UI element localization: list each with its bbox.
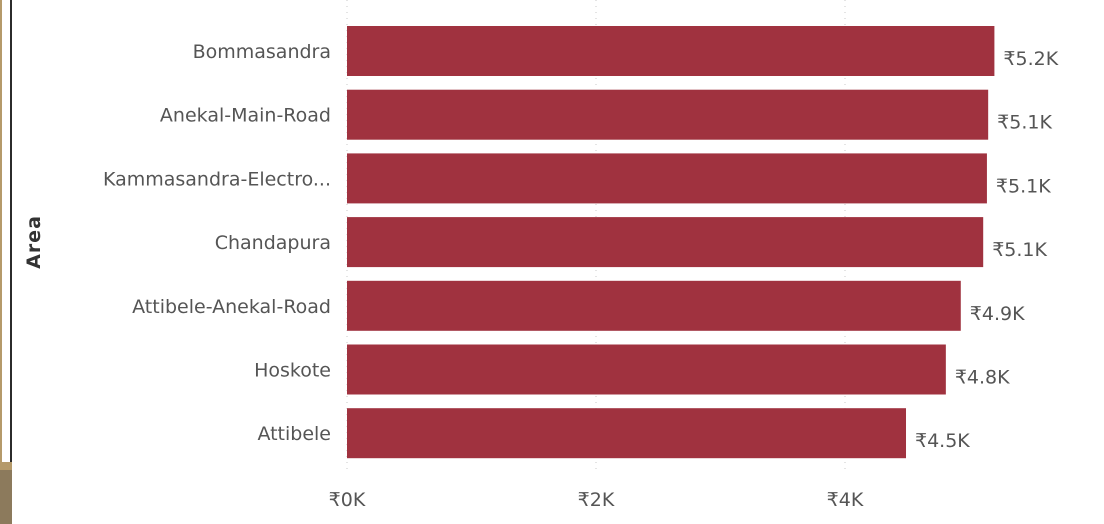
bar-1[interactable]	[347, 89, 989, 140]
category-label: Hoskote	[254, 360, 331, 382]
value-label: ₹4.9K	[970, 303, 1025, 325]
left-border-inner	[2, 0, 12, 462]
category-label: Anekal-Main-Road	[160, 105, 331, 127]
value-label: ₹4.5K	[915, 430, 970, 452]
left-border-tab	[0, 470, 12, 524]
value-label: ₹5.2K	[1003, 48, 1058, 70]
bar-6[interactable]	[347, 408, 907, 459]
value-label: ₹5.1K	[992, 239, 1047, 261]
category-label: Bommasandra	[193, 41, 331, 63]
category-label-layer: Bommasandra Anekal-Main-Road Kammasandra-E…	[103, 41, 331, 445]
x-tick-layer: ₹0K ₹2K ₹4K	[329, 489, 864, 511]
category-label: Chandapura	[215, 232, 331, 254]
y-axis-title: Area	[23, 215, 45, 269]
x-tick-label: ₹2K	[578, 489, 615, 511]
grid-layer	[346, 0, 846, 470]
bar-4[interactable]	[347, 280, 961, 331]
x-tick-label: ₹0K	[329, 489, 366, 511]
value-label-layer: ₹5.2K ₹5.1K ₹5.1K ₹5.1K ₹4.9K ₹4.8K ₹4.5K	[915, 48, 1059, 452]
value-label: ₹5.1K	[997, 112, 1052, 134]
value-label: ₹4.8K	[955, 367, 1010, 389]
bar-0[interactable]	[347, 26, 995, 76]
bar-5[interactable]	[347, 344, 946, 395]
category-label: Kammasandra-Electro...	[103, 168, 331, 190]
bar-3[interactable]	[347, 217, 984, 268]
bar-layer	[347, 26, 995, 459]
bar-2[interactable]	[347, 153, 987, 204]
category-label: Attibele-Anekal-Road	[132, 296, 331, 318]
value-label: ₹5.1K	[996, 175, 1051, 197]
category-label: Attibele	[257, 423, 331, 445]
left-border-decoration	[0, 0, 12, 524]
x-tick-label: ₹4K	[827, 489, 864, 511]
